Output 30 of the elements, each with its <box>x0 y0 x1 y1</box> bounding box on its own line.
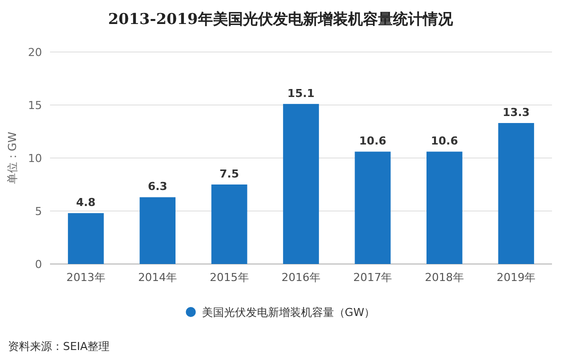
y-tick-label: 5 <box>35 205 42 218</box>
data-label: 6.3 <box>148 180 168 194</box>
x-tick-label: 2015年 <box>210 271 249 284</box>
bar <box>68 213 104 264</box>
x-tick-label: 2013年 <box>66 271 106 284</box>
text: 资料来源：SEIA整理 <box>8 340 110 353</box>
data-label: 10.6 <box>359 134 387 148</box>
data-label: 7.5 <box>220 168 240 180</box>
y-tick-label: 10 <box>28 152 42 165</box>
x-tick-label: 2018年 <box>424 271 464 284</box>
y-tick-label: 15 <box>28 99 42 112</box>
data-label: 4.8 <box>76 196 96 210</box>
data-label: 13.3 <box>502 106 530 120</box>
bar <box>354 152 391 264</box>
bar <box>498 123 534 264</box>
legend-label: 美国光伏发电新增装机容量（GW） <box>202 306 376 319</box>
data-label: 15.1 <box>287 86 315 100</box>
chart-title: 2013-2019年美国光伏发电新增装机容量统计情况 <box>108 10 454 28</box>
x-tick-label: 2019年 <box>496 271 536 284</box>
y-tick-label: 20 <box>28 46 42 59</box>
bar <box>140 197 176 264</box>
x-tick-label: 2017年 <box>353 271 392 284</box>
data-label: 10.6 <box>430 134 458 148</box>
y-tick-label: 0 <box>35 258 42 271</box>
y-axis-title: 单位：GW <box>6 132 19 184</box>
bar <box>211 184 248 264</box>
x-tick-label: 2014年 <box>138 271 178 284</box>
x-tick-label: 2016年 <box>282 271 320 284</box>
bar <box>283 104 319 264</box>
bar <box>426 152 462 264</box>
